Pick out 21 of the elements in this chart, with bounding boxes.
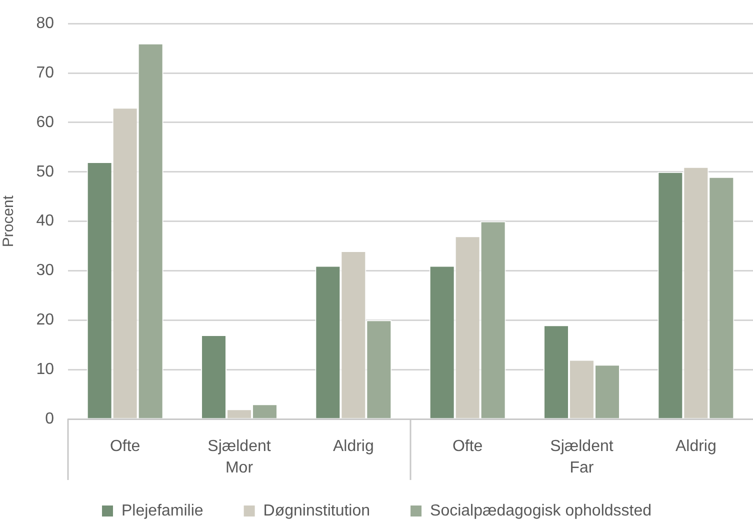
x-tick-label: Ofte — [452, 438, 483, 456]
legend-label: Socialpædagogisk opholdssted — [430, 502, 652, 520]
y-tick-label: 20 — [36, 312, 54, 329]
y-tick-label: 70 — [36, 64, 54, 82]
text: Far — [570, 459, 594, 476]
legend-label: Døgninstitution — [263, 502, 370, 520]
x-tick-label: Sjældent — [208, 438, 272, 456]
y-axis-title: Procent — [0, 194, 18, 248]
y-tick-label: 0 — [45, 410, 54, 428]
legend-label: Plejefamilie — [121, 502, 204, 520]
y-tick-label: 50 — [36, 163, 54, 180]
x-tick-label: Sjældent — [550, 438, 614, 456]
y-tick-label: 80 — [36, 15, 54, 32]
x-tick-label: Aldrig — [675, 438, 716, 456]
y-tick-label: 60 — [36, 114, 54, 131]
y-tick-label: 30 — [36, 262, 54, 280]
x-tick-label: Aldrig — [332, 438, 374, 456]
x-tick-label: Ofte — [110, 438, 140, 456]
text: Mor — [225, 459, 254, 476]
y-tick-label: 40 — [36, 212, 54, 230]
y-tick-label: 10 — [36, 360, 54, 378]
